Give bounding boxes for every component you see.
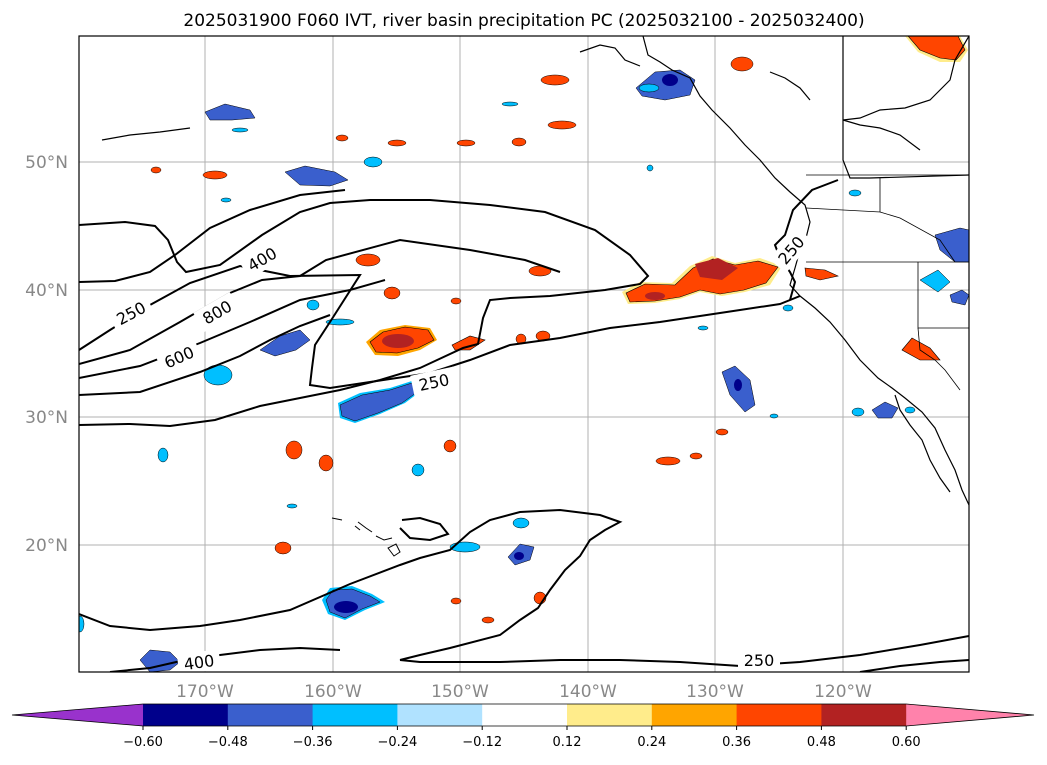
colorbar-tick-label: 0.24 xyxy=(637,735,666,750)
contour-label-group: 250 400 800 600 250 250 250 400 xyxy=(107,226,813,674)
lon-label: 120°W xyxy=(814,682,872,702)
map-background xyxy=(79,36,969,672)
colorbar-tick-label: −0.36 xyxy=(293,735,333,750)
colorbar-tick-label: 0.48 xyxy=(807,735,836,750)
political-borders xyxy=(805,174,969,391)
lon-label: 130°W xyxy=(686,682,744,702)
colorbar-bin xyxy=(143,704,229,726)
lon-label: 140°W xyxy=(559,682,617,702)
coastlines xyxy=(101,36,969,506)
colorbar-tick-label: −0.12 xyxy=(462,735,502,750)
lat-label: 40°N xyxy=(25,281,68,301)
colorbar-tick-label: −0.60 xyxy=(123,735,163,750)
colorbar-bin xyxy=(312,704,398,726)
colorbar-extend-high xyxy=(906,704,1034,726)
colorbar-bin xyxy=(651,704,738,726)
colorbar-bin xyxy=(821,704,907,726)
lat-label: 30°N xyxy=(25,408,68,428)
colorbar-tick-label: −0.24 xyxy=(377,735,417,750)
colorbar: −0.60 −0.48 −0.36 −0.24 −0.12 0.12 0.24 0.36 0.4… xyxy=(11,703,1035,750)
colorbar-tick-label: 0.36 xyxy=(722,735,751,750)
colorbar-bin xyxy=(397,704,483,726)
colorbar-bin xyxy=(736,704,822,726)
longitude-labels: 170°W 160°W 150°W 140°W 130°W 120°W xyxy=(176,682,872,702)
contour-label: 400 xyxy=(183,651,216,674)
colorbar-bin xyxy=(482,704,568,726)
colorbar-bin xyxy=(567,704,653,726)
lon-label: 170°W xyxy=(176,682,234,702)
colorbar-tick-label: −0.48 xyxy=(208,735,248,750)
lon-label: 150°W xyxy=(431,682,489,702)
lon-label: 160°W xyxy=(304,682,362,702)
colorbar-extend-low xyxy=(12,704,143,726)
colorbar-tick-label: 0.60 xyxy=(892,735,921,750)
colorbar-bin xyxy=(227,704,314,726)
latitude-labels: 50°N 40°N 30°N 20°N xyxy=(25,153,68,556)
colorbar-tick-label: 0.12 xyxy=(553,735,582,750)
contour-label: 250 xyxy=(744,651,775,670)
lat-label: 20°N xyxy=(25,536,68,556)
map-title: 2025031900 F060 IVT, river basin precipi… xyxy=(183,11,864,31)
precip-shading xyxy=(79,36,969,672)
hawaiian-islands xyxy=(331,517,401,557)
lat-label: 50°N xyxy=(25,153,68,173)
map-frame xyxy=(78,35,970,673)
ivt-contours xyxy=(79,179,969,672)
